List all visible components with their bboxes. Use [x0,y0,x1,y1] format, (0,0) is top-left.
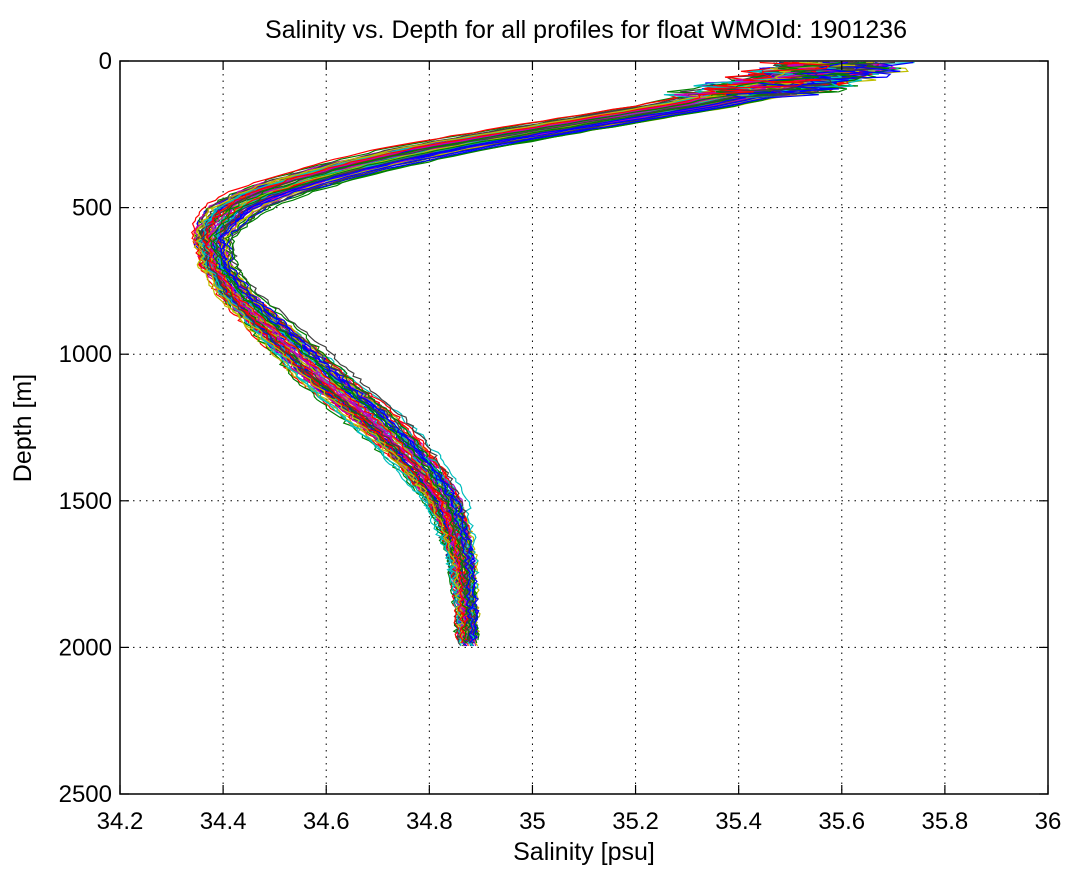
y-tick-label: 1000 [59,341,112,368]
salinity-profile-line [199,61,839,644]
salinity-profile-line [195,61,851,644]
y-tick-labels: 0 500 1000 1500 2000 2500 [59,48,112,808]
salinity-profile-line [219,61,870,641]
y-tick-label: 500 [72,195,112,222]
x-tick-label: 35 [519,808,546,835]
salinity-profile-line [218,61,915,644]
salinity-profile-line [205,61,812,641]
y-tick-label: 2500 [59,781,112,808]
salinity-profile-line [219,61,848,644]
salinity-profile-line [223,61,877,641]
x-tick-label: 36 [1035,808,1062,835]
y-tick-label: 2000 [59,634,112,661]
salinity-profile-line [199,61,849,644]
salinity-profiles [190,61,915,647]
salinity-profile-line [201,61,842,644]
x-tick-labels: 34.2 34.4 34.6 34.8 35 35.2 35.4 35.6 35.8 36 [97,808,1062,835]
x-axis-label: Salinity [psu] [513,838,655,866]
grid-lines [120,61,1048,794]
axis-ticks [119,60,1049,795]
salinity-profile-line [207,61,853,644]
salinity-profile-line [208,61,841,644]
y-tick-label: 0 [99,48,112,75]
y-tick-label: 1500 [59,488,112,515]
x-tick-label: 34.8 [406,808,453,835]
salinity-profile-line [205,61,831,644]
x-tick-label: 35.2 [612,808,659,835]
x-tick-label: 35.6 [818,808,865,835]
x-tick-label: 35.4 [715,808,762,835]
x-tick-label: 35.8 [922,808,969,835]
salinity-profile-line [212,61,866,641]
x-tick-label: 34.2 [97,808,144,835]
salinity-profile-line [226,61,892,641]
x-tick-label: 34.6 [303,808,350,835]
salinity-profile-line [217,61,901,641]
x-tick-label: 34.4 [200,808,247,835]
plot-frame [119,60,1049,795]
salinity-profile-line [198,61,843,641]
chart-title: Salinity vs. Depth for all profiles for … [265,16,907,44]
y-axis-label: Depth [m] [9,374,37,482]
salinity-profile-line [230,61,874,644]
